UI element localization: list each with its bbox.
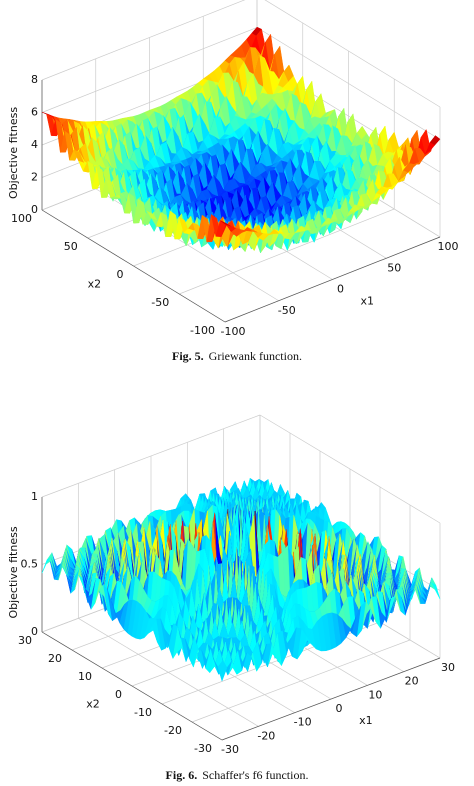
- figure: 0 0.5 1 -30 -20 -10 0 10 20 30 -30 -20 -10 0 10 20 30 Obj…: [7, 414, 455, 782]
- surface-patch: [220, 220, 231, 227]
- y-tick-label: 0: [115, 688, 122, 701]
- z-tick-label: 6: [31, 106, 38, 119]
- x-tick-label: -30: [221, 743, 239, 756]
- grid-line: [179, 208, 395, 295]
- y-tick-label: -100: [190, 324, 215, 337]
- z-tick-label: 0: [31, 203, 38, 216]
- x-axis-label: x1: [360, 294, 374, 307]
- x-axis-label: x1: [359, 714, 373, 727]
- y-axis-label: x2: [86, 698, 100, 711]
- x-tick-label: 0: [336, 702, 343, 715]
- y-tick-label: -30: [194, 742, 212, 755]
- caption-text: Griewank function.: [209, 349, 302, 363]
- y-tick-label: -50: [151, 296, 169, 309]
- caption-label: Fig. 5.: [172, 349, 204, 363]
- z-tick-label: 2: [31, 171, 38, 184]
- caption: Fig. 5. Griewank function.: [172, 349, 302, 363]
- grid-line: [259, 414, 441, 524]
- axis-line: [221, 657, 441, 741]
- surface: [41, 26, 441, 254]
- z-tick-label: 0: [31, 625, 38, 638]
- axis-line: [41, 209, 226, 323]
- x-tick-label: 20: [405, 675, 419, 688]
- x-tick-label: 50: [387, 261, 401, 274]
- x-tick-label: 100: [438, 240, 459, 253]
- grid-line: [264, 0, 441, 108]
- x-tick-label: 10: [368, 688, 382, 701]
- grid-line: [41, 0, 246, 81]
- x-tick-label: -50: [278, 304, 296, 317]
- y-tick-label: 10: [78, 670, 92, 683]
- grid-line: [191, 639, 411, 723]
- x-tick-label: 30: [441, 661, 455, 674]
- z-axis-label: Objective fitness: [7, 107, 20, 199]
- y-tick-label: 20: [48, 652, 62, 665]
- z-axis-label: Objective fitness: [7, 526, 20, 618]
- grid-line: [256, 27, 441, 140]
- y-tick-label: 30: [18, 634, 32, 647]
- grid-line: [41, 27, 258, 113]
- y-tick-label: -20: [164, 724, 182, 737]
- caption: Fig. 6. Schaffer's f6 function.: [166, 768, 309, 782]
- axis-line: [224, 236, 441, 323]
- z-tick-label: 1: [31, 490, 38, 503]
- y-tick-label: 50: [64, 240, 78, 253]
- x-tick-label: -20: [257, 729, 275, 742]
- caption-text: Schaffer's f6 function.: [202, 768, 308, 782]
- y-tick-label: 100: [11, 212, 32, 225]
- z-tick-label: 8: [31, 73, 38, 86]
- y-tick-label: -10: [134, 706, 152, 719]
- surface: [41, 477, 441, 682]
- surface-patch: [217, 660, 228, 682]
- z-tick-label: 0.5: [21, 558, 39, 571]
- caption-label: Fig. 6.: [166, 768, 198, 782]
- grid-line: [41, 414, 261, 498]
- figure: 0 2 4 6 8 -100 -50 0 50 100 -100 -50 0 50 100 Objective…: [7, 0, 459, 363]
- y-axis-label: x2: [88, 277, 102, 290]
- z-tick-label: 4: [31, 138, 38, 151]
- x-tick-label: 0: [337, 283, 344, 296]
- x-tick-label: -10: [294, 716, 312, 729]
- axis-line: [41, 631, 223, 741]
- x-tick-label: -100: [221, 325, 246, 338]
- y-tick-label: 0: [117, 268, 124, 281]
